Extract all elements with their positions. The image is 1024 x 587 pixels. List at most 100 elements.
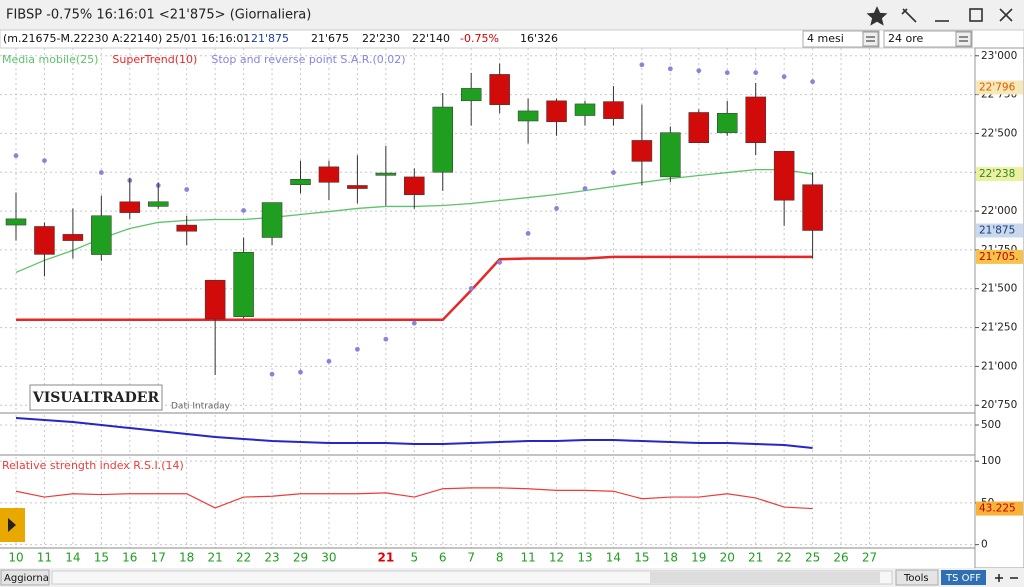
price-tag (976, 249, 1023, 264)
tools-button[interactable] (895, 569, 939, 586)
tools-button[interactable] (901, 8, 917, 23)
candle-body (176, 224, 197, 232)
maximize-button[interactable] (969, 8, 983, 22)
info-low: 21'675 (311, 32, 349, 45)
x-tick-label: 27 (862, 551, 877, 565)
x-tick-label: 17 (151, 551, 166, 565)
candle-body (432, 106, 453, 173)
x-tick-label: 11 (520, 551, 535, 565)
candle-body (802, 184, 823, 231)
title-bar (0, 0, 1024, 30)
interval-label: 24 ore (888, 32, 924, 45)
sar-dot (696, 68, 702, 74)
sar-dot (98, 170, 104, 175)
y-tick-label: 22'000 (981, 205, 1017, 217)
close-button[interactable] (999, 8, 1013, 22)
legend-entry: Relative strength index R.S.I.(14) (2, 459, 184, 472)
period-select[interactable] (802, 30, 880, 48)
favorite-button[interactable] (866, 6, 888, 26)
candle-body (631, 140, 653, 162)
info-volume: 16'326 (520, 32, 558, 45)
info-change: -0.75% (460, 32, 499, 45)
x-tick-label: 30 (321, 551, 336, 565)
interval-select[interactable] (883, 30, 973, 48)
candle-body (404, 176, 425, 196)
logo: VISUALTRADER (32, 390, 160, 406)
sar-dot (781, 74, 787, 80)
x-tick-label: 18 (179, 551, 194, 565)
sar-dot (667, 66, 673, 72)
info-range: (m.21675-M.22230 A:22140) 25/01 16:16:01 (3, 32, 250, 45)
series-line (16, 255, 813, 322)
x-tick-label: 21 (377, 551, 394, 565)
x-tick-label: 15 (634, 551, 649, 565)
ts-button[interactable] (941, 570, 986, 585)
x-tick-label: 10 (8, 551, 23, 565)
candle-body (745, 96, 766, 143)
price-tag-label: 22'238 (979, 168, 1015, 180)
x-tick-label: 14 (606, 551, 621, 565)
legend-entry: Stop and reverse point S.A.R.(0.02) (211, 53, 405, 66)
x-tick-label: 18 (663, 551, 678, 565)
candle-body (375, 172, 397, 176)
info-bar (0, 29, 1024, 49)
candle-body (34, 226, 55, 255)
x-tick-label: 25 (805, 551, 820, 565)
legend-entry: SuperTrend(10) (112, 53, 197, 66)
y-tick-label: 21'000 (981, 360, 1017, 372)
price-tag (976, 167, 1023, 182)
price-tag-label: 43.225 (979, 503, 1016, 515)
dropdown-icon (959, 36, 968, 42)
x-tick-label: 6 (439, 551, 447, 565)
x-tick-label: 15 (94, 551, 109, 565)
sar-dot (525, 231, 531, 236)
chart-area: 10 11 14 15 16 17 18 21 22 23 29 30 21 5 6 7 8 11 12 13 14 15… (0, 47, 1024, 569)
candle-body (318, 166, 340, 183)
info-high: 22'230 (362, 32, 400, 45)
sar-dot (184, 187, 190, 192)
tools-label: Tools (903, 573, 929, 584)
x-tick-label: 20 (720, 551, 735, 565)
sar-dot (753, 70, 759, 76)
candle-body (460, 88, 482, 102)
candle-body (261, 202, 283, 238)
x-tick-label: 16 (122, 551, 137, 565)
zoom-controls[interactable] (995, 574, 1018, 582)
info-open: 22'140 (412, 32, 450, 45)
dropdown-icon (866, 36, 875, 42)
axis-panel (974, 47, 1024, 569)
y-tick-label: 20'750 (981, 399, 1017, 411)
sar-dot (326, 358, 332, 364)
candle-body (91, 215, 112, 255)
sar-dot (411, 320, 417, 326)
price-tag-label: 21'705. (979, 251, 1019, 263)
scroll-thumb[interactable] (650, 572, 880, 583)
sar-dot (810, 79, 815, 85)
toggle-arrow (8, 518, 16, 532)
x-tick-label: 29 (293, 551, 308, 565)
candle-body (489, 74, 510, 105)
sar-dot (611, 170, 616, 175)
legend-entry: Media mobile(25) (2, 53, 98, 66)
sar-dot (582, 186, 588, 191)
window-controls[interactable] (866, 6, 1013, 26)
candle-body (148, 201, 169, 207)
y-tick-label: 0 (981, 539, 988, 551)
candle-body (773, 151, 795, 201)
price-tag-label: 21'875 (979, 225, 1015, 237)
sar-dot (355, 346, 360, 352)
price-tag (976, 501, 1023, 516)
refresh-button[interactable] (0, 569, 50, 586)
interval-dropdown[interactable] (955, 31, 972, 47)
candle-body (574, 103, 596, 116)
period-dropdown[interactable] (862, 31, 879, 47)
series-line (15, 417, 813, 449)
sar-dot (639, 62, 645, 68)
x-tick-label: 14 (65, 551, 80, 565)
y-tick-label: 22'500 (981, 127, 1017, 139)
candle-body (62, 234, 84, 241)
candle-body (5, 218, 27, 226)
candle-body (517, 110, 539, 122)
sar-dot (468, 286, 474, 291)
